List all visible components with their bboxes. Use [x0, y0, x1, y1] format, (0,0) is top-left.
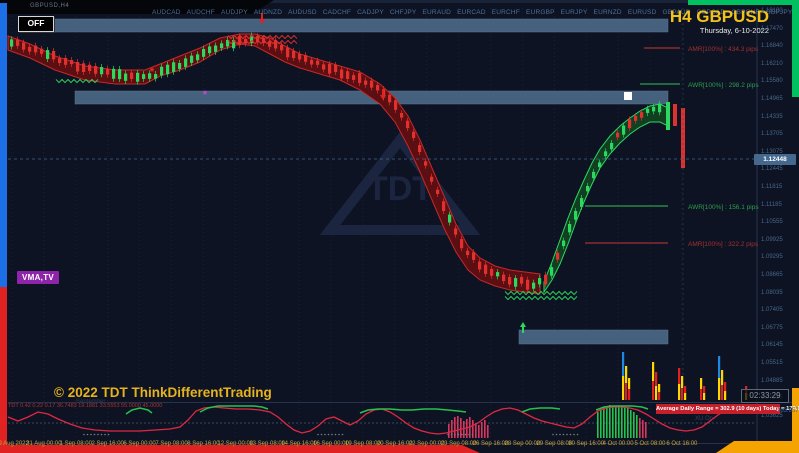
pair-tab-eurgbp[interactable]: EURGBP [526, 9, 555, 16]
pairs-toolbar: AUDCAD AUDCHF AUDJPY AUDNZD AUDUSD CADCHF CADJ… [152, 7, 799, 18]
right-border-green [792, 0, 799, 97]
left-border-blue [0, 3, 7, 287]
adr-level-label: AWR[100%] : 298.2 pips [688, 82, 759, 89]
adr-level-label: AWR[100%] : 156.1 pips [688, 204, 759, 211]
pair-tab-euraud[interactable]: EURAUD [422, 9, 452, 16]
pair-tab-audnzd[interactable]: AUDNZD [253, 9, 283, 16]
symbol-banner: GBPUSD,H4 [0, 0, 274, 14]
price-tick: 1.11185 [761, 201, 782, 208]
top-border-green [688, 0, 799, 5]
time-tick: 4 Oct 00:00 [602, 441, 634, 447]
time-tick: 13 Sep 08:00 [249, 441, 286, 447]
price-tick: 1.13075 [761, 148, 783, 155]
right-border-orange [792, 388, 799, 453]
pair-tab-eurchf[interactable]: EURCHF [491, 9, 521, 16]
pair-tab-gbpjpy[interactable]: GBPJPY [765, 9, 793, 16]
time-tick: 30 Sep 16:00 [568, 441, 605, 447]
time-tick: 19 Sep 08:00 [345, 441, 381, 447]
svg-text:*: * [203, 89, 208, 101]
time-tick: 1 Sep 08:00 [59, 441, 92, 447]
time-tick: 6 Oct 16:00 [666, 441, 698, 447]
price-tick: 1.09295 [761, 254, 783, 261]
price-tick: 1.11815 [761, 184, 783, 190]
current-price-badge: 1.12448 [754, 154, 796, 165]
time-tick: 16 Sep 00:00 [313, 441, 349, 447]
pair-tab-audusd[interactable]: AUDUSD [288, 9, 317, 16]
time-tick: 28 Sep 00:00 [504, 441, 541, 447]
price-tick: 1.12445 [761, 166, 783, 173]
price-tick: 1.17470 [761, 25, 783, 32]
time-tick: 14 Sep 16:00 [281, 441, 317, 447]
pair-tab-eurjpy[interactable]: EURJPY [560, 9, 588, 16]
chart-date: Thursday, 6-10-2022 [699, 26, 769, 35]
time-tick: 20 Sep 16:00 [376, 441, 413, 447]
indicator-scale-label: 103.857 [777, 408, 799, 414]
pair-tab-eurusd[interactable]: EURUSD [627, 9, 657, 16]
pair-tab-cadchf[interactable]: CADCHF [322, 9, 352, 16]
adr-level-label: AMR[100%] : 434.3 pips [688, 46, 759, 53]
indicator-values-text: TDT 0.42 0.22 0.17 36.7483 19.1881 33.55… [8, 403, 163, 409]
price-tick: 1.06775 [761, 324, 783, 331]
price-tick: 1.13705 [761, 131, 783, 138]
time-tick: 29 Aug 2022 [0, 441, 29, 447]
pair-tab-eurcad[interactable]: EURCAD [457, 9, 486, 16]
off-button[interactable]: OFF [18, 16, 54, 32]
price-tick: 1.16840 [761, 43, 783, 50]
time-tick: 23 Sep 08:00 [440, 441, 477, 447]
time-tick: 12 Sep 00:00 [217, 441, 254, 447]
price-tick: 1.04885 [761, 377, 783, 384]
pair-tab-gbpaud[interactable]: GBPAUD [662, 9, 691, 16]
bottom-border-orange [716, 441, 799, 453]
price-tick: 1.08665 [761, 272, 783, 278]
copyright-watermark: © 2022 TDT ThinkDifferentTrading [54, 385, 272, 400]
pair-tab-audcad[interactable]: AUDCAD [152, 9, 181, 16]
time-tick: 8 Sep 16:00 [187, 441, 220, 447]
xu-on-label: XU On [695, 416, 714, 422]
pair-tab-gbpchf[interactable]: GBPCHF [731, 9, 760, 16]
price-tick: 1.06145 [761, 342, 783, 349]
pair-tab-cadjpy[interactable]: CADJPY [357, 9, 384, 16]
month-separator-label: September [76, 399, 106, 405]
price-tick: 1.14965 [761, 96, 783, 102]
vma-badge[interactable]: VMA,TV [17, 271, 60, 284]
top-border [0, 0, 799, 3]
candle-countdown-timer: 02:33:29 [741, 389, 789, 403]
time-tick: 6 Sep 00:00 [123, 441, 156, 447]
price-tick: 1.18100 [761, 8, 783, 14]
adr-level-label: AMR[100%] : 322.2 pips [688, 241, 759, 248]
average-daily-range-strip: Average Daily Range = 302.9 (10 days) To… [656, 404, 799, 414]
price-tick: 1.08035 [761, 289, 783, 296]
time-tick: 22 Sep 00:00 [408, 441, 445, 447]
pair-tab-audchf[interactable]: AUDCHF [186, 9, 215, 16]
bottom-border-red [0, 445, 480, 453]
price-tick: 1.09925 [761, 236, 783, 243]
time-tick: 29 Sep 08:00 [536, 441, 573, 447]
price-tick: 1.07405 [761, 307, 783, 314]
time-tick: 26 Sep 16:00 [472, 441, 509, 447]
pair-tab-gbpcad[interactable]: GBPCAD [696, 9, 726, 16]
time-tick: 5 Oct 08:00 [634, 441, 666, 447]
pair-tab-chfjpy[interactable]: CHFJPY [389, 9, 417, 16]
time-tick: 7 Sep 08:00 [155, 441, 188, 447]
chart-title: H4 GBPUSD [669, 7, 769, 26]
time-tick: 2 Sep 16:00 [91, 441, 124, 447]
price-tick: 1.16210 [761, 60, 783, 67]
price-tick: 1.10555 [761, 219, 783, 226]
price-tick: 1.03625 [761, 412, 783, 419]
price-tick: 1.15580 [761, 78, 783, 85]
pair-tab-audjpy[interactable]: AUDJPY [220, 9, 248, 16]
left-border-red [0, 287, 7, 447]
price-tick: 1.14335 [761, 113, 783, 120]
time-tick: 31 Aug 00:00 [26, 441, 62, 447]
svg-text:*: * [150, 66, 155, 78]
price-tick: 1.05515 [761, 360, 783, 366]
pair-tab-eurnzd[interactable]: EURNZD [593, 9, 622, 16]
